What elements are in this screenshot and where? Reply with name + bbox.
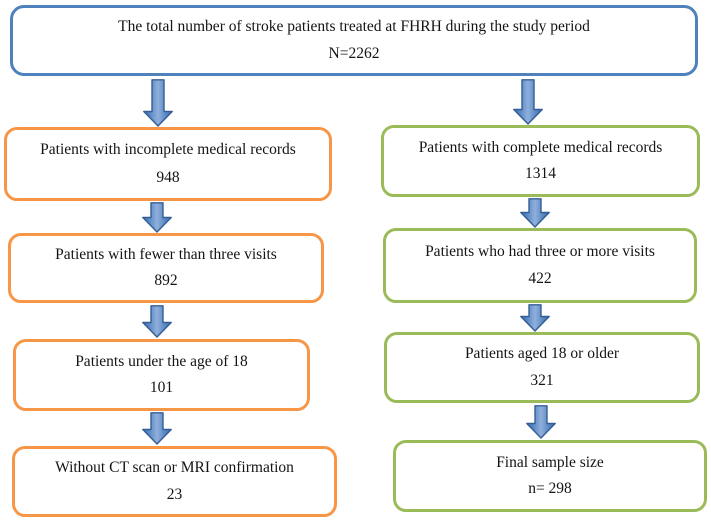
flow-box-label: Without CT scan or MRI confirmation: [55, 459, 294, 477]
flow-box-value: 321: [530, 371, 554, 389]
down-arrow-icon: [142, 305, 172, 338]
down-arrow-icon: [142, 412, 172, 445]
flow-box-value: N=2262: [328, 44, 380, 62]
flow-box-value: 892: [154, 272, 178, 290]
flow-box-incomplete-records: Patients with incomplete medical records…: [4, 127, 332, 201]
flow-box-final-sample-size: Final sample size n= 298: [393, 440, 707, 512]
flow-box-value: 948: [156, 168, 180, 186]
flow-box-complete-records: Patients with complete medical records 1…: [381, 125, 700, 197]
down-arrow-icon: [526, 405, 556, 439]
flow-box-value: 101: [149, 379, 174, 397]
down-arrow-icon: [520, 304, 550, 332]
flow-box-value: 23: [166, 485, 183, 503]
flow-box-fewer-than-three-visits: Patients with fewer than three visits 89…: [8, 233, 324, 303]
down-arrow-icon: [142, 202, 172, 233]
flow-box-label: Patients with incomplete medical records: [40, 141, 296, 159]
flow-box-three-or-more-visits: Patients who had three or more visits 42…: [383, 228, 697, 303]
flow-box-label: Patients under the age of 18: [75, 352, 248, 370]
flow-box-label: Patients aged 18 or older: [464, 345, 620, 363]
down-arrow-icon: [513, 79, 543, 125]
flow-box-under-age-18: Patients under the age of 18 101: [13, 339, 310, 411]
flow-box-no-ct-mri-confirmation: Without CT scan or MRI confirmation 23: [12, 446, 337, 517]
flow-box-value: 1314: [525, 165, 556, 183]
flow-box-total-patients: The total number of stroke patients trea…: [10, 5, 698, 76]
flow-box-label: Patients with fewer than three visits: [55, 246, 277, 264]
flow-box-label: The total number of stroke patients trea…: [118, 18, 590, 36]
flow-box-aged-18-or-older: Patients aged 18 or older 321: [384, 332, 700, 403]
flow-box-value: 422: [528, 270, 552, 288]
flow-box-label: Final sample size: [496, 453, 604, 471]
down-arrow-icon: [520, 198, 550, 228]
flow-box-label: Patients who had three or more visits: [425, 242, 655, 260]
down-arrow-icon: [143, 79, 173, 127]
flow-box-value: n= 298: [528, 480, 572, 498]
flow-box-label: Patients with complete medical records: [418, 138, 663, 156]
